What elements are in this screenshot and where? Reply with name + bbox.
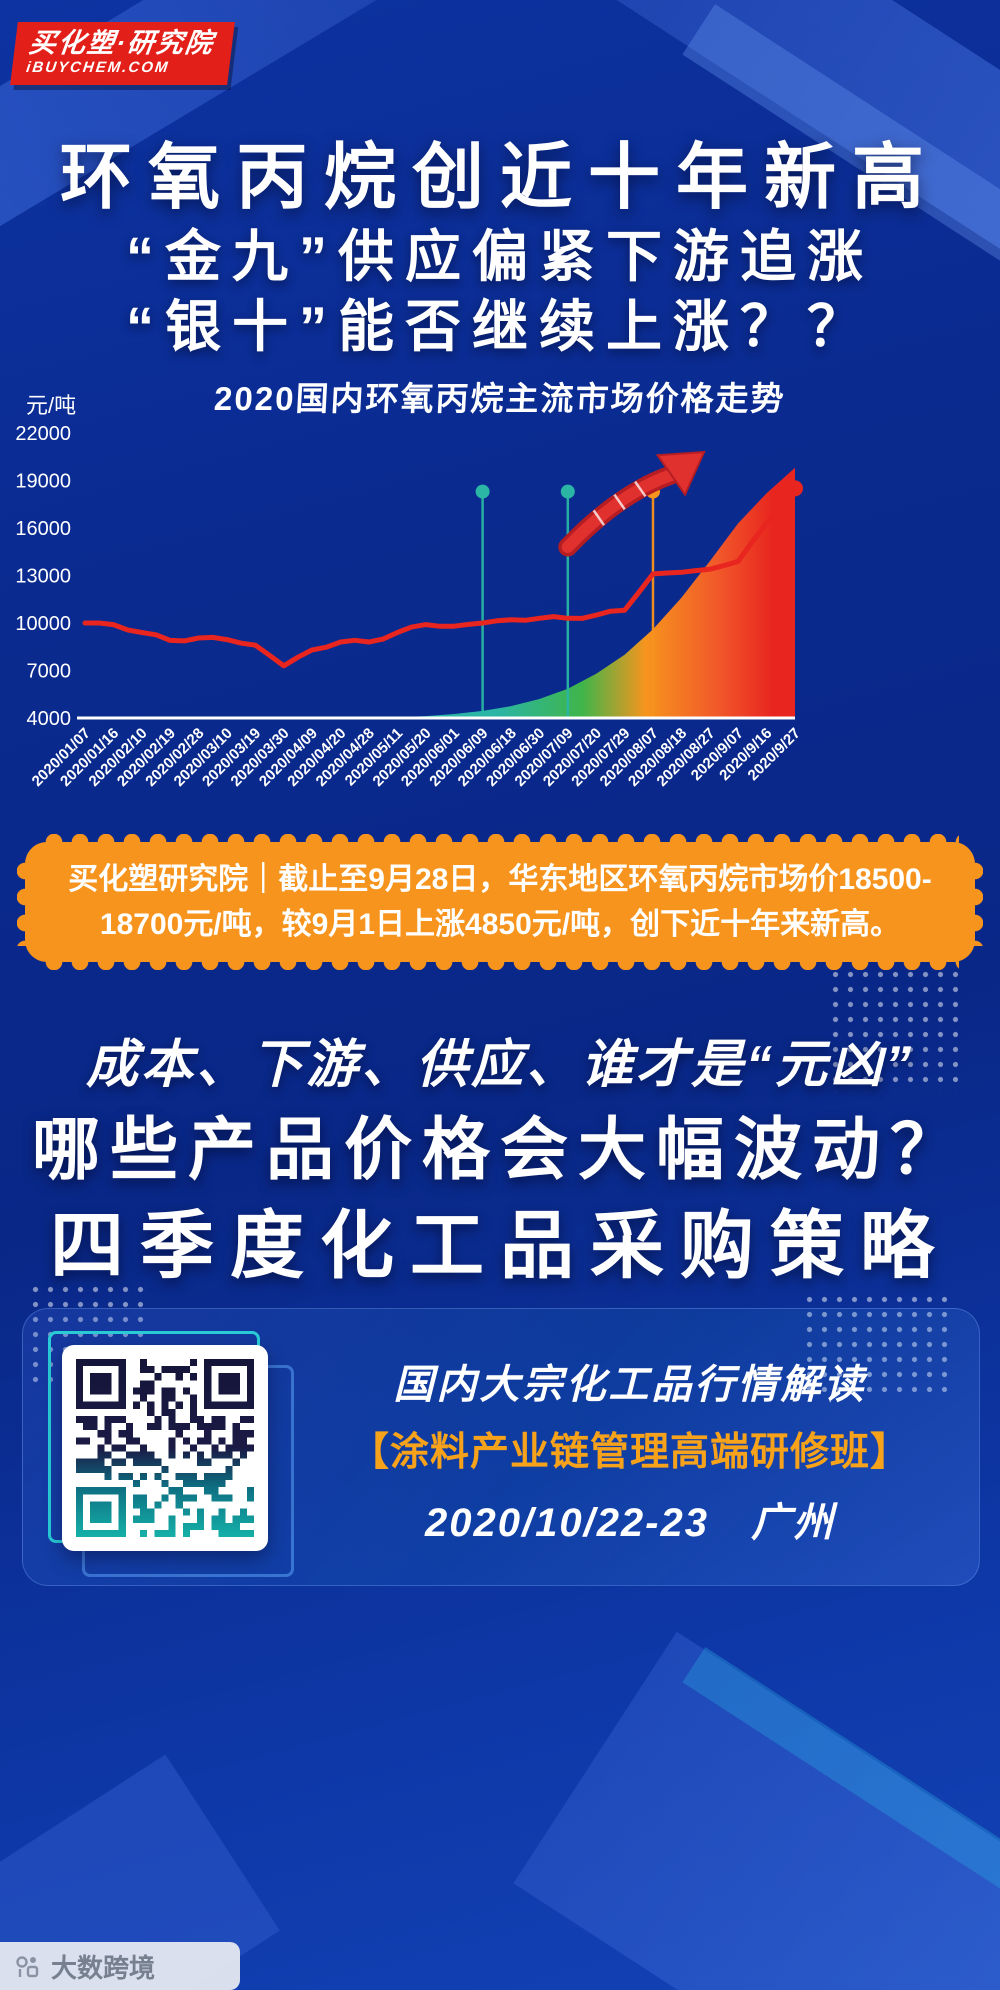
slogan-volatility: 哪些产品价格会大幅波动？ — [31, 1112, 968, 1188]
headline-main: 环氧丙烷创近十年新高 — [59, 138, 940, 218]
svg-text:2020/9/27: 2020/9/27 — [745, 725, 804, 784]
svg-text:2020/06/01: 2020/06/01 — [398, 725, 463, 790]
svg-text:2020/07/20: 2020/07/20 — [540, 725, 605, 790]
qr-code-image — [76, 1359, 254, 1537]
svg-text:2020/04/20: 2020/04/20 — [284, 725, 349, 790]
banner-scallop-left — [17, 858, 33, 946]
svg-text:2020/07/09: 2020/07/09 — [512, 725, 577, 790]
svg-text:2020/03/10: 2020/03/10 — [171, 725, 236, 790]
svg-text:2020/06/09: 2020/06/09 — [426, 725, 491, 790]
footer-date-city: 2020/10/22-23 广州 — [424, 1501, 835, 1545]
svg-text:2020/06/18: 2020/06/18 — [455, 725, 520, 790]
brand-logo: 买化塑·研究院 iBUYCHEM.COM — [10, 22, 235, 85]
headline-sub-1: “金九”供应偏紧下游追涨 — [126, 225, 874, 288]
brand-domain: iBUYCHEM.COM — [25, 58, 171, 76]
svg-text:13000: 13000 — [15, 566, 71, 588]
svg-text:2020/04/09: 2020/04/09 — [256, 725, 321, 790]
svg-text:2020/08/27: 2020/08/27 — [654, 725, 719, 790]
watermark-badge: 大数跨境 — [0, 1942, 240, 1990]
svg-text:2020/9/07: 2020/9/07 — [688, 725, 747, 784]
price-trend-chart: 22000 19000 16000 13000 10000 7000 40002020/01… — [15, 423, 804, 790]
footer-course: 【涂料产业链管理高端研修班】 — [349, 1431, 910, 1474]
chart-title: 2020国内环氧丙烷主流市场价格走势 — [213, 380, 787, 417]
headline-sub-2: “银十”能否继续上涨？？ — [126, 295, 874, 358]
svg-text:2020/01/16: 2020/01/16 — [57, 725, 122, 790]
slogan-strategy: 四季度化工品采购策略 — [50, 1204, 950, 1287]
svg-text:16000: 16000 — [15, 518, 71, 540]
svg-text:2020/02/28: 2020/02/28 — [142, 725, 207, 790]
footer-topic: 国内大宗化工品行情解读 — [393, 1363, 867, 1407]
svg-text:2020/01/07: 2020/01/07 — [29, 725, 94, 790]
svg-text:2020/08/18: 2020/08/18 — [625, 725, 690, 790]
summary-banner: 买化塑研究院｜截止至9月28日，华东地区环氧丙烷市场价18500-18700元/… — [17, 834, 983, 970]
dashu-logo-icon — [16, 1956, 39, 1978]
chart-unit-label: 元/吨 — [26, 393, 77, 418]
svg-text:4000: 4000 — [27, 708, 72, 730]
svg-text:7000: 7000 — [27, 661, 72, 683]
svg-text:2020/9/16: 2020/9/16 — [716, 725, 775, 784]
svg-text:2020/03/19: 2020/03/19 — [199, 725, 264, 790]
svg-text:2020/05/20: 2020/05/20 — [370, 725, 435, 790]
svg-text:2020/05/11: 2020/05/11 — [342, 725, 407, 790]
summary-text: 买化塑研究院｜截止至9月28日，华东地区环氧丙烷市场价18500-18700元/… — [68, 863, 932, 941]
svg-text:2020/03/30: 2020/03/30 — [228, 725, 293, 790]
watermark-text: 大数跨境 — [51, 1952, 156, 1983]
banner-scallop-right — [967, 858, 983, 946]
svg-text:2020/02/10: 2020/02/10 — [86, 725, 151, 790]
svg-text:2020/04/28: 2020/04/28 — [313, 725, 378, 790]
svg-text:19000: 19000 — [15, 471, 71, 493]
brand-name: 买化塑·研究院 — [27, 28, 217, 58]
svg-text:10000: 10000 — [15, 613, 71, 635]
dot-grid-right — [828, 952, 958, 1092]
qr-code — [62, 1345, 268, 1551]
svg-text:2020/07/29: 2020/07/29 — [568, 725, 633, 790]
svg-text:2020/02/19: 2020/02/19 — [114, 725, 179, 790]
slogan-cause: 成本、下游、供应、谁才是“元凶” — [85, 1036, 914, 1094]
svg-text:2020/08/07: 2020/08/07 — [597, 725, 662, 790]
svg-text:22000: 22000 — [15, 423, 71, 445]
dot-grid-panel-right — [802, 1292, 952, 1392]
svg-text:2020/06/30: 2020/06/30 — [483, 725, 548, 790]
